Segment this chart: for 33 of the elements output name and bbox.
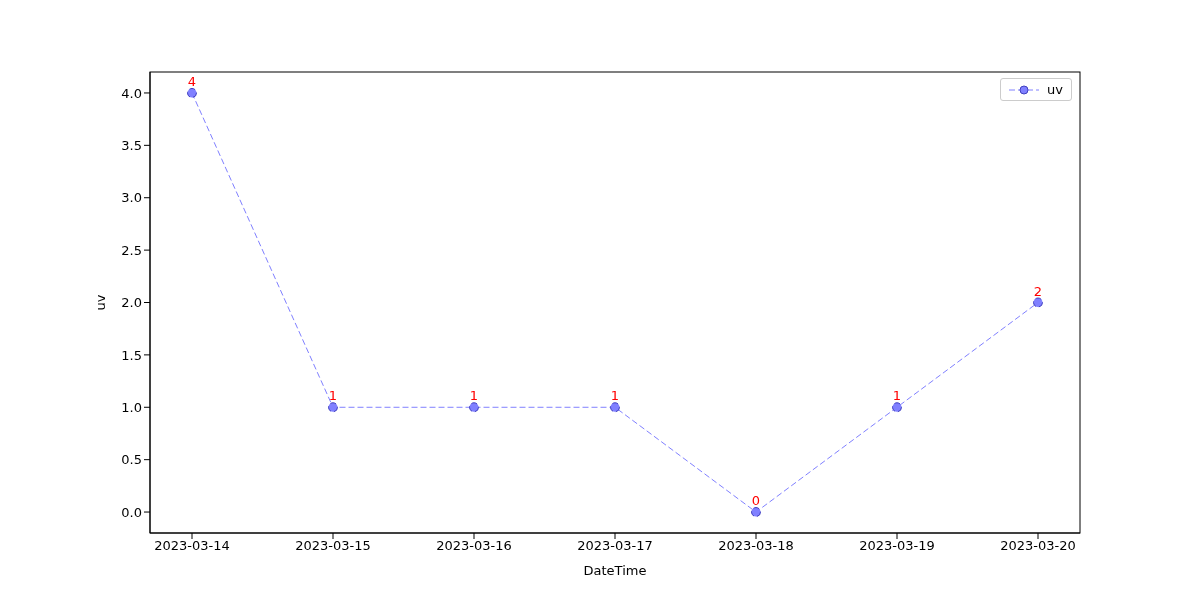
- legend-label: uv: [1047, 82, 1063, 97]
- point: [469, 402, 479, 413]
- point: [187, 87, 197, 98]
- y-tick-label: 1.0: [121, 399, 142, 415]
- x-tick-label: 2023-03-18: [718, 538, 794, 554]
- x-tick-label: 2023-03-17: [577, 538, 653, 554]
- x-tick-label: 2023-03-15: [295, 538, 371, 554]
- point: [892, 402, 902, 413]
- data-label: 4: [187, 73, 197, 89]
- data-label: 1: [610, 388, 620, 404]
- y-tick-label: 2.0: [121, 295, 142, 311]
- point: [751, 507, 761, 518]
- y-tick-label: 4.0: [121, 85, 142, 101]
- y-tick-label: 2.5: [121, 242, 142, 258]
- y-axis-title: uv: [92, 294, 108, 311]
- x-tick-label: 2023-03-20: [1000, 538, 1076, 554]
- data-label: 1: [892, 388, 902, 404]
- x-axis-title: DateTime: [583, 563, 647, 578]
- data-label: 1: [328, 388, 338, 404]
- data-label: 0: [751, 493, 761, 509]
- y-tick-label: 1.5: [121, 347, 142, 363]
- y-tick-label: 0.5: [121, 452, 142, 468]
- y-tick-label: 3.5: [121, 137, 142, 153]
- data-label: 1: [469, 388, 479, 404]
- x-tick-label: 2023-03-16: [436, 538, 512, 554]
- x-tick-label: 2023-03-14: [154, 538, 230, 554]
- point: [610, 402, 620, 413]
- data-label: 2: [1033, 283, 1043, 299]
- x-tick-label: 2023-03-19: [859, 538, 935, 554]
- point: [328, 402, 338, 413]
- point: [1033, 297, 1043, 308]
- y-tick-label: 3.0: [121, 190, 142, 206]
- y-tick-label: 0.0: [121, 504, 142, 520]
